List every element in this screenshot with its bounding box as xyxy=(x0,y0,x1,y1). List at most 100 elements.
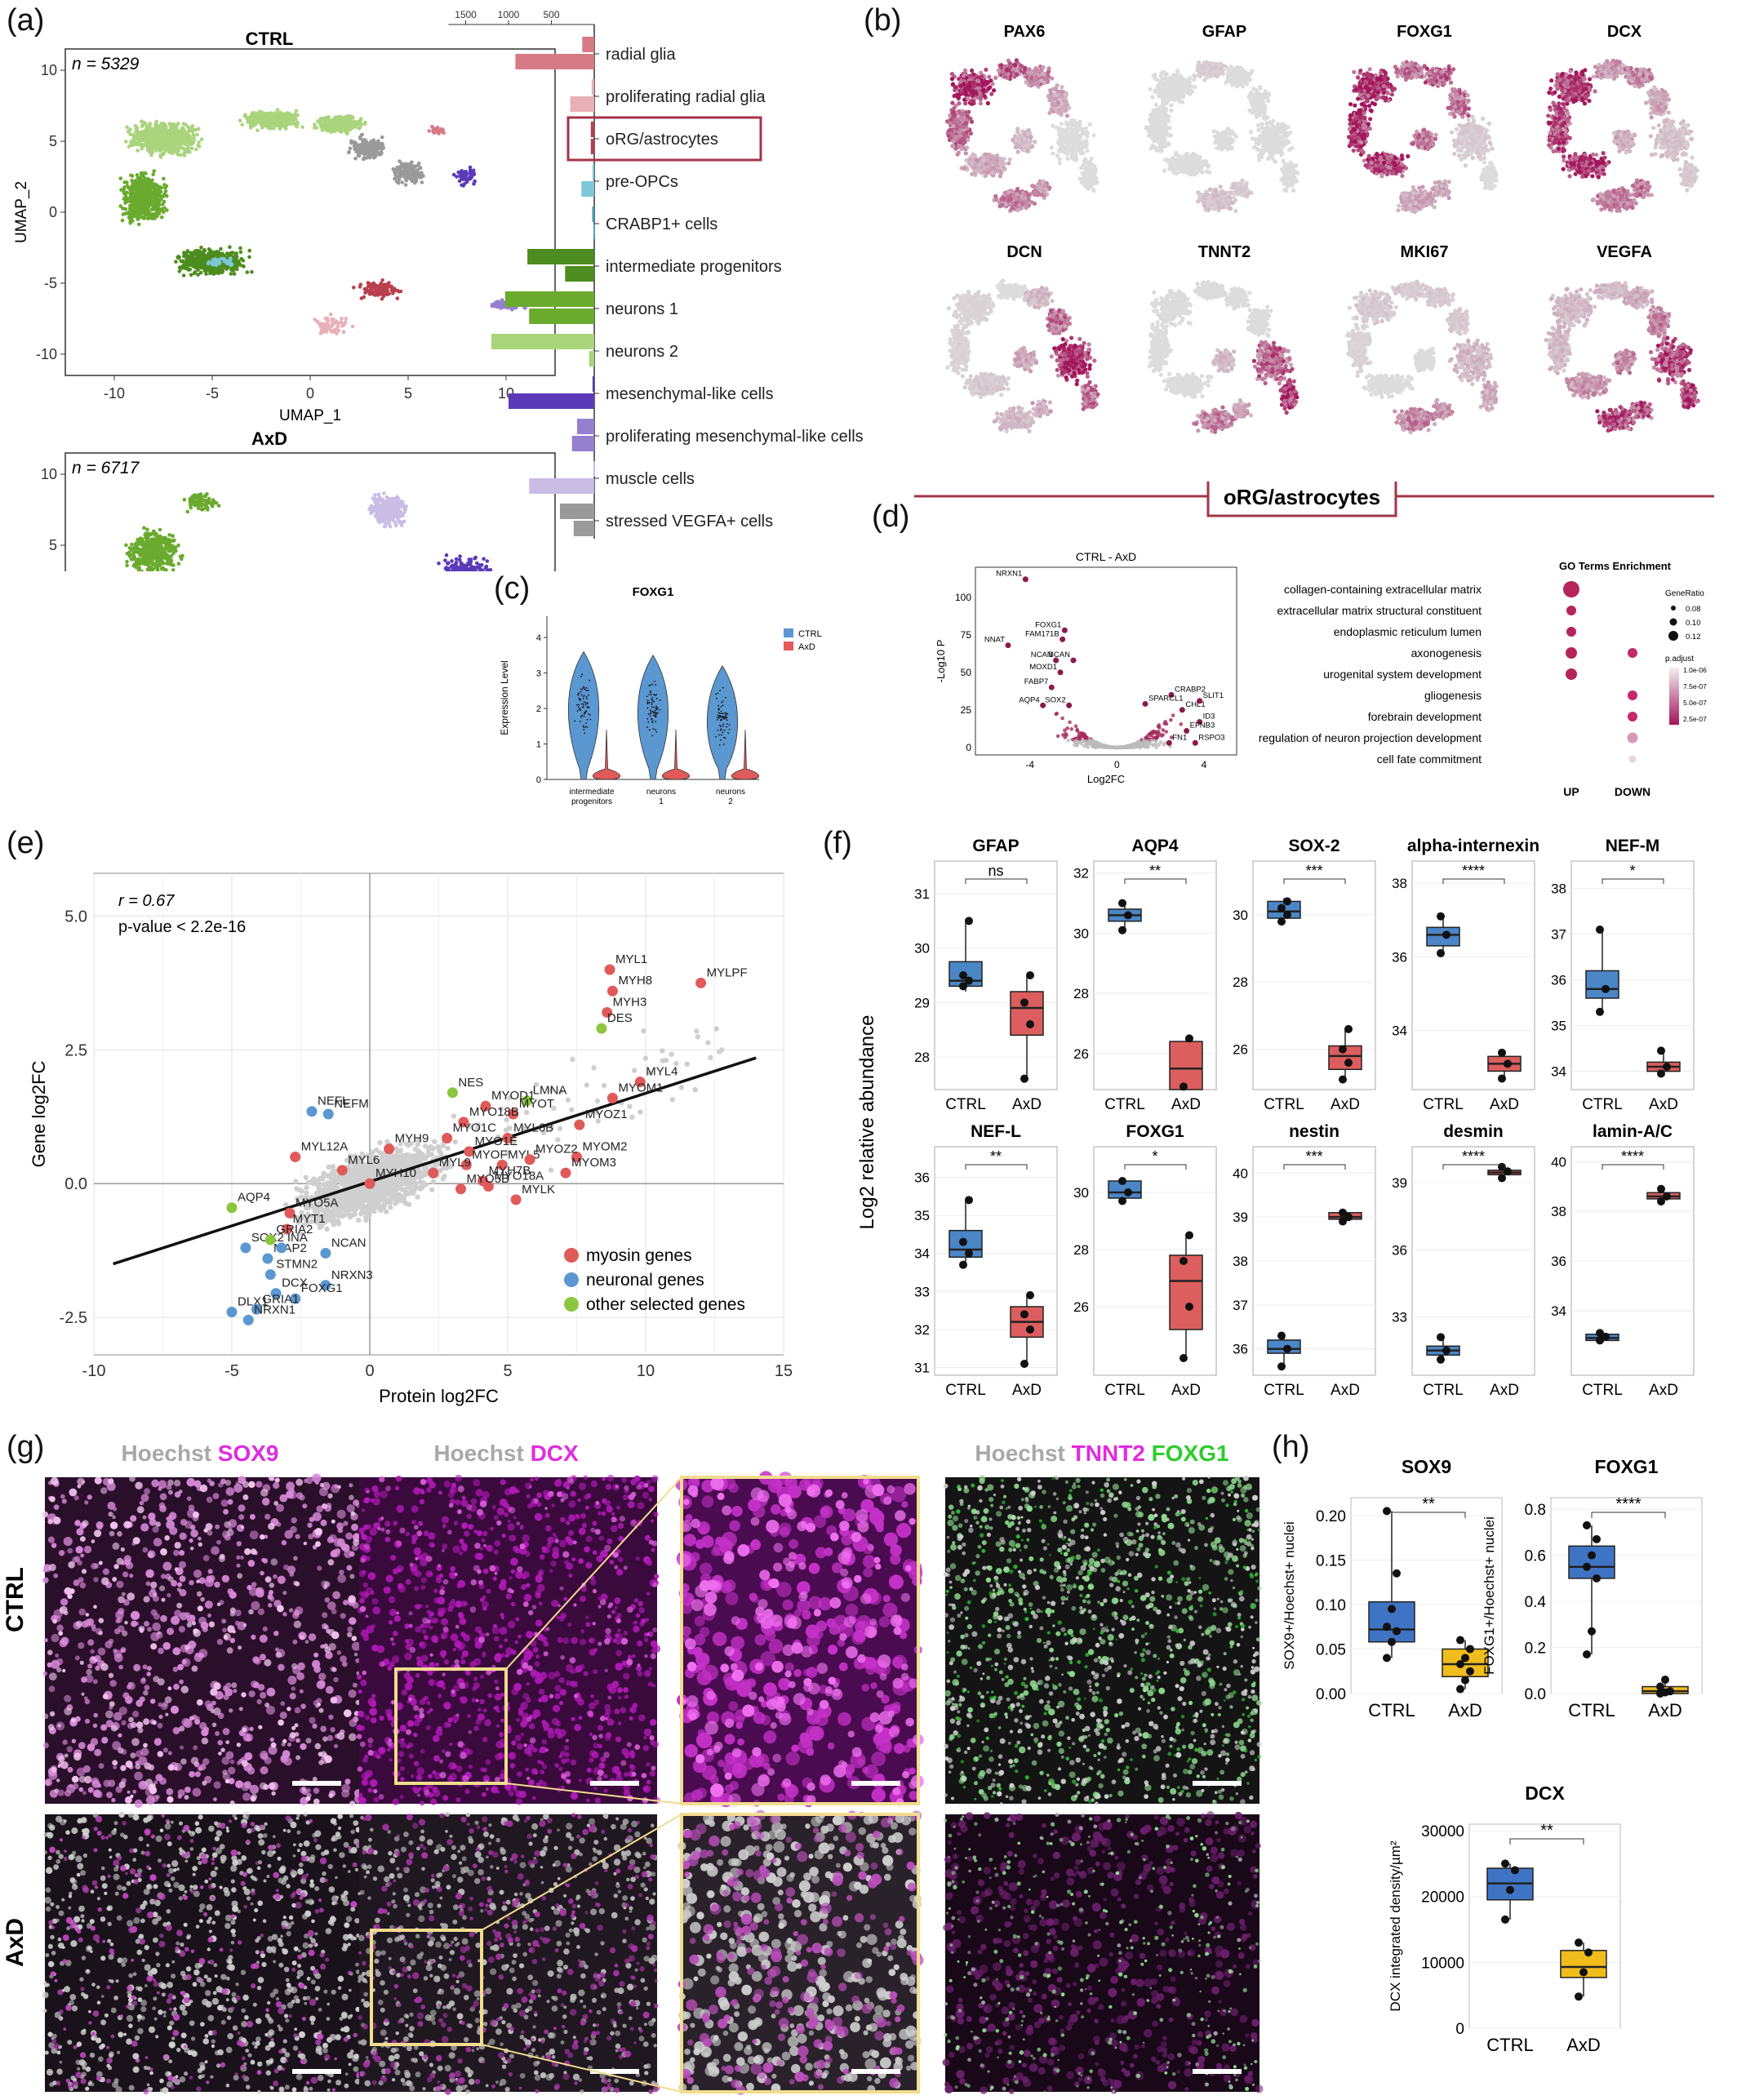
umap-cell-point xyxy=(171,534,175,538)
umap-cell-point xyxy=(432,130,436,134)
umap-cell-point xyxy=(437,131,441,135)
umap-cell-point xyxy=(147,133,152,137)
umap-cell-point xyxy=(412,164,416,168)
umap-cell-point xyxy=(204,256,208,261)
umap-cell-point xyxy=(207,256,212,261)
umap-cell-point xyxy=(220,269,225,273)
umap-cell-point xyxy=(127,206,132,211)
umap-cell-point xyxy=(140,119,144,123)
umap-cell-point xyxy=(235,267,239,272)
umap-cell-point xyxy=(327,327,332,331)
umap-cell-point xyxy=(348,146,353,151)
umap-cell-point xyxy=(238,118,242,122)
umap-cell-point xyxy=(189,251,193,255)
umap-cell-point xyxy=(127,144,131,149)
umap-cell-point xyxy=(131,195,135,200)
umap-cell-point xyxy=(130,557,134,562)
umap-cell-point xyxy=(313,126,317,130)
umap-cell-point xyxy=(400,164,404,168)
umap-cell-point xyxy=(160,215,164,220)
umap-cell-point xyxy=(340,317,344,321)
umap-cell-point xyxy=(190,130,195,134)
umap-ctrl-n: n = 5329 xyxy=(72,55,140,73)
umap-cell-point xyxy=(370,142,374,146)
umap-cell-point xyxy=(150,136,154,141)
umap-cell-point xyxy=(373,291,377,296)
umap-cell-point xyxy=(357,126,362,131)
umap-cell-point xyxy=(184,262,189,267)
umap-cell-point xyxy=(403,167,408,172)
umap-cell-point xyxy=(125,180,129,184)
umap-cell-point xyxy=(361,146,366,151)
umap-cell-point xyxy=(121,212,126,216)
umap-cell-point xyxy=(374,149,379,153)
umap-cell-point xyxy=(196,127,201,131)
umap-cell-point xyxy=(185,250,189,255)
umap-cell-point xyxy=(207,271,212,276)
umap-cell-point xyxy=(345,131,349,135)
umap-cell-point xyxy=(127,185,131,190)
umap-cell-point xyxy=(385,499,390,504)
umap-cell-point xyxy=(318,331,323,335)
umap-cell-point xyxy=(471,168,476,173)
umap-axd-n: n = 6717 xyxy=(72,459,140,477)
panel-label-g: (g) xyxy=(7,1430,44,1465)
umap-cell-point xyxy=(170,126,174,130)
umap-cell-point xyxy=(132,214,136,219)
umap-cell-point xyxy=(135,206,140,211)
umap-cell-point xyxy=(260,111,264,116)
umap-cell-point xyxy=(153,537,158,542)
umap-cell-point xyxy=(380,297,384,301)
umap-cell-point xyxy=(158,527,162,532)
umap-cell-point xyxy=(124,543,128,548)
umap-cell-point xyxy=(153,204,157,208)
umap-cell-point xyxy=(176,144,181,149)
umap-cell-point xyxy=(275,118,279,123)
umap-cell-point xyxy=(163,189,168,193)
umap-cell-point xyxy=(145,138,150,142)
umap-cell-point xyxy=(181,122,186,126)
umap-cell-point xyxy=(326,128,331,133)
umap-cell-point xyxy=(462,174,466,179)
umap-cell-point xyxy=(395,497,400,502)
umap-cell-point xyxy=(369,153,373,158)
umap-cell-point xyxy=(362,295,367,300)
umap-cell-point xyxy=(404,178,409,183)
umap-y-tick-label: 10 xyxy=(41,466,57,482)
umap-cell-point xyxy=(389,284,393,289)
umap-cell-point xyxy=(347,117,352,122)
panel-a: CTRL AxD n = 5329 n = 6717 -10 -5 0 5 10 10 5 0… xyxy=(13,9,864,571)
umap-cell-point xyxy=(153,544,158,548)
umap-cell-point xyxy=(363,291,367,295)
umap-cell-point xyxy=(131,551,136,555)
umap-cell-point xyxy=(395,513,400,517)
umap-cell-point xyxy=(328,119,332,124)
umap-y-tick-label: -10 xyxy=(36,346,57,362)
umap-cell-point xyxy=(393,506,397,511)
umap-cell-point xyxy=(255,128,260,133)
umap-cell-point xyxy=(186,267,190,272)
umap-cell-point xyxy=(156,206,160,210)
umap-cell-point xyxy=(242,113,247,118)
umap-cell-point xyxy=(457,179,462,184)
umap-cell-point xyxy=(367,142,371,147)
umap-cell-point xyxy=(403,183,408,187)
umap-cell-point xyxy=(141,547,146,551)
umap-cell-point xyxy=(140,174,145,178)
umap-cell-point xyxy=(210,260,215,265)
umap-cell-point xyxy=(353,140,357,144)
umap-cell-point xyxy=(141,133,146,138)
umap-cell-point xyxy=(151,566,156,571)
umap-cell-point xyxy=(402,510,406,515)
umap-cell-point xyxy=(179,556,184,561)
umap-cell-point xyxy=(376,289,381,293)
umap-cell-point xyxy=(125,559,129,564)
umap-cell-point xyxy=(406,166,411,171)
umap-cell-point xyxy=(295,120,300,125)
umap-cell-point xyxy=(269,113,273,117)
umap-cell-point xyxy=(130,174,135,178)
umap-cell-point xyxy=(275,111,279,116)
umap-cell-point xyxy=(359,149,363,153)
umap-cell-point xyxy=(148,211,152,215)
